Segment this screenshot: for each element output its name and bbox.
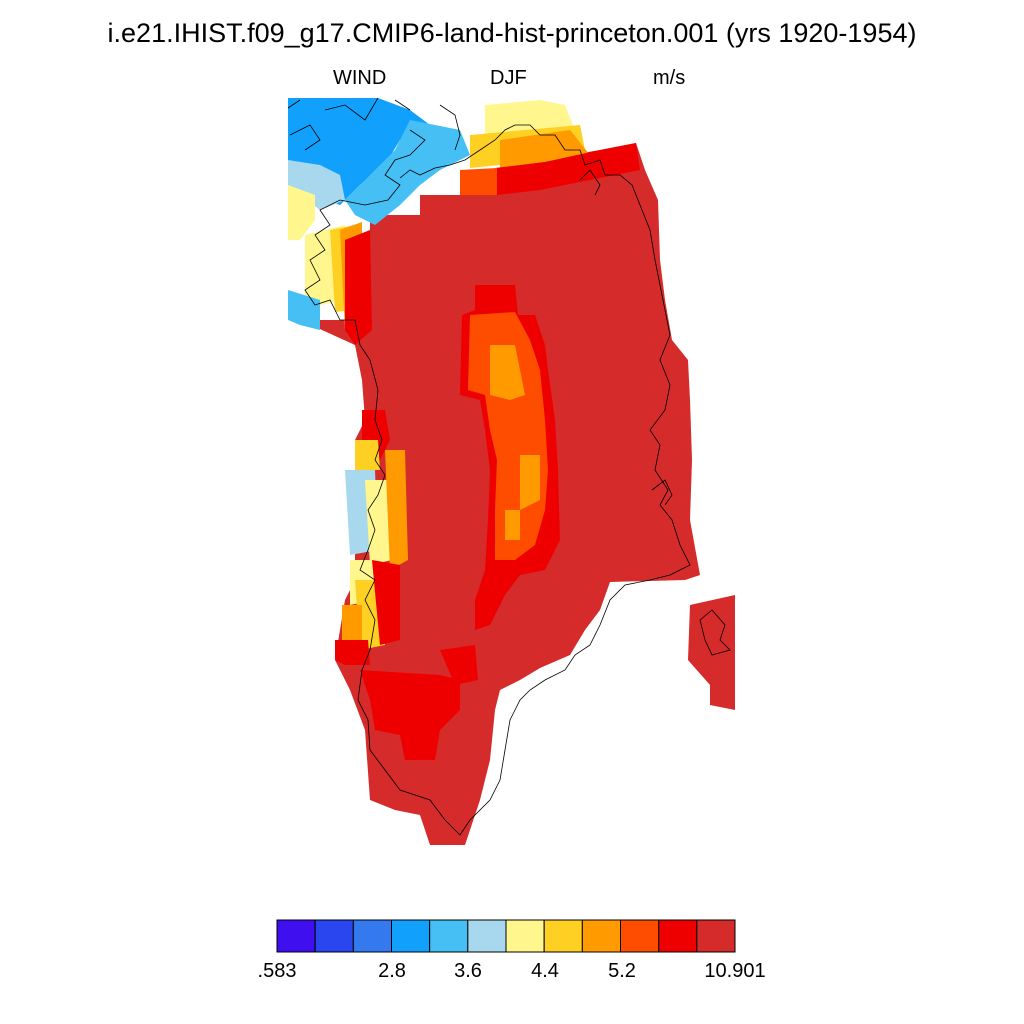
colorbar-cell [314,919,354,953]
colorbar-cell [276,919,316,953]
colorbar-cell [429,919,469,953]
colorbar-tick-label: 10.901 [704,960,766,982]
field-south-red [360,670,460,760]
season-label: DJF [490,67,527,89]
field-mw-gold [355,440,380,470]
field-top-bin-island [688,595,735,710]
colorbar-tick-label: 5.2 [608,960,636,982]
coastline [287,97,731,836]
colorbar-cell [505,919,545,953]
field-ridge-orange [490,345,525,400]
field-ridge-orange2 [520,455,540,510]
field-nw-yellow [288,185,315,240]
field-ridge-orange3 [505,510,520,540]
colorbar-cell [658,919,698,953]
field-n-redorange [460,168,497,195]
colorbar-tick-label: 3.6 [454,960,482,982]
field-mw-red3 [372,560,400,645]
field-mw-red2 [335,640,370,665]
field-n-red [495,143,640,195]
colorbar-tick-label: .583 [257,960,297,982]
plot-title: i.e21.IHIST.f09_g17.CMIP6-land-hist-prin… [107,18,917,48]
colorbar-tick-label: 2.8 [378,960,406,982]
field-w-red [345,230,372,345]
field-mw-orange2 [342,605,362,640]
colorbar-cell [620,919,660,953]
colorbar-tick-label: 4.4 [531,960,559,982]
colorbar-cell [467,919,507,953]
field-mw-yellow [365,480,392,565]
units-label: m/s [653,67,686,89]
colorbar-cell [543,919,583,953]
colorbar-cell [696,919,736,953]
colorbar-cell [581,919,622,953]
variable-label: WIND [333,67,387,89]
colorbar-cell [391,919,431,953]
field-mw-orange [385,450,408,570]
field-nw-paleblue [288,160,345,210]
field-south-red2 [440,645,478,685]
colorbar-cell [352,919,392,953]
